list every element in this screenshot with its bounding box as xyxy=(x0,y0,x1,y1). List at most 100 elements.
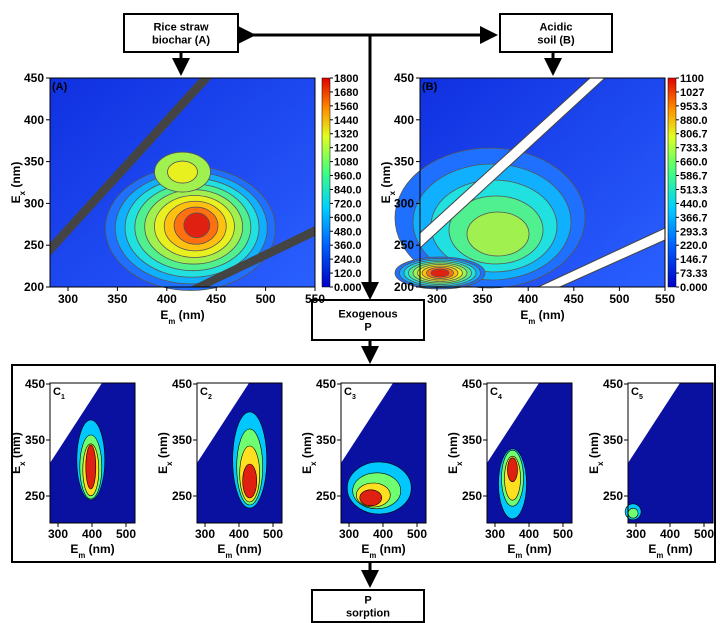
y-tick-label: 350 xyxy=(462,433,482,447)
y-tick-label: 250 xyxy=(394,238,414,252)
label-unit: (nm) xyxy=(85,542,114,556)
x-tick-label: 500 xyxy=(116,527,136,541)
axis-label: Em (nm) xyxy=(507,542,551,560)
box-text: biochar (A) xyxy=(152,35,210,47)
y-tick-label: 350 xyxy=(24,155,44,169)
axis-label: Ex (nm) xyxy=(446,432,464,474)
x-tick-label: 450 xyxy=(206,292,226,306)
y-tick-label: 350 xyxy=(603,433,623,447)
y-tick-label: 300 xyxy=(394,196,414,210)
contour xyxy=(86,445,96,489)
box-text: P xyxy=(364,595,371,607)
colorbar-label: 953.3 xyxy=(680,101,708,113)
y-tick-label: 300 xyxy=(24,196,44,210)
colorbar-label: 1560 xyxy=(334,101,358,113)
colorbar-label: 480.0 xyxy=(334,226,362,238)
axis-label: Ex (nm) xyxy=(300,432,318,474)
x-tick-label: 500 xyxy=(694,527,714,541)
x-tick-label: 400 xyxy=(229,527,249,541)
colorbar-label: 1100 xyxy=(680,73,704,85)
axis-label: Em (nm) xyxy=(160,308,204,326)
colorbar-label: 293.3 xyxy=(680,226,708,238)
y-tick-label: 450 xyxy=(394,71,414,85)
colorbar-label: 960.0 xyxy=(334,171,362,183)
colorbar-label: 1080 xyxy=(334,157,358,169)
label-sub: m xyxy=(528,317,535,326)
label-main: E xyxy=(70,542,78,556)
y-tick-label: 250 xyxy=(24,238,44,252)
label-unit: (nm) xyxy=(9,162,23,191)
contour xyxy=(184,213,210,238)
label-unit: (nm) xyxy=(663,542,692,556)
x-tick-label: 500 xyxy=(407,527,427,541)
contour xyxy=(628,508,638,518)
contour xyxy=(243,464,257,498)
colorbar-label: 1680 xyxy=(334,87,358,99)
axis-label: Em (nm) xyxy=(70,542,114,560)
label-sub: m xyxy=(515,551,522,560)
x-tick-label: 500 xyxy=(553,527,573,541)
axis-label: Em (nm) xyxy=(217,542,261,560)
label-unit: (nm) xyxy=(376,542,405,556)
colorbar-label: 366.7 xyxy=(680,212,708,224)
colorbar-label: 600.0 xyxy=(334,212,362,224)
y-tick-label: 450 xyxy=(316,377,336,391)
label-unit: (nm) xyxy=(300,432,314,461)
x-tick-label: 500 xyxy=(256,292,276,306)
label-sub: 3 xyxy=(352,394,356,401)
label-unit: (nm) xyxy=(175,308,204,322)
colorbar-label: 0.000 xyxy=(680,282,708,294)
colorbar-label: 0.000 xyxy=(334,282,362,294)
x-tick-label: 300 xyxy=(427,292,447,306)
box-text: soil (B) xyxy=(537,35,575,47)
y-tick-label: 250 xyxy=(172,489,192,503)
label-unit: (nm) xyxy=(379,162,393,191)
figure: Rice strawbiochar (A)Acidicsoil (B)Exoge… xyxy=(0,0,720,623)
label-main: E xyxy=(300,466,314,474)
colorbar-label: 360.0 xyxy=(334,240,362,252)
label-sub: m xyxy=(168,317,175,326)
label-main: E xyxy=(507,542,515,556)
y-tick-label: 400 xyxy=(24,113,44,127)
colorbar-label: 733.3 xyxy=(680,143,708,155)
label-main: C xyxy=(631,386,639,398)
label-main: E xyxy=(9,195,23,203)
component-plot xyxy=(197,383,282,523)
label-main: E xyxy=(379,195,393,203)
contour xyxy=(431,269,449,277)
eem-plot xyxy=(395,78,665,289)
label-main: E xyxy=(160,308,168,322)
box-text: Rice straw xyxy=(153,22,208,34)
y-tick-label: 400 xyxy=(394,113,414,127)
label-main: C xyxy=(344,386,352,398)
y-tick-label: 450 xyxy=(25,377,45,391)
box-text: Exogenous xyxy=(338,309,397,321)
x-tick-label: 400 xyxy=(82,527,102,541)
y-tick-label: 250 xyxy=(25,489,45,503)
axis-label: Em (nm) xyxy=(648,542,692,560)
x-tick-label: 350 xyxy=(107,292,127,306)
label-main: E xyxy=(217,542,225,556)
contour xyxy=(360,490,382,506)
colorbar-label: 1800 xyxy=(334,73,358,85)
contour xyxy=(467,212,529,256)
label-sub: 4 xyxy=(498,394,502,401)
component-plot xyxy=(625,383,713,523)
label-main: E xyxy=(156,466,170,474)
label-main: E xyxy=(446,466,460,474)
x-tick-label: 400 xyxy=(373,527,393,541)
colorbar-label: 513.3 xyxy=(680,184,708,196)
y-tick-label: 450 xyxy=(462,377,482,391)
component-plot xyxy=(487,383,572,523)
x-tick-label: 400 xyxy=(660,527,680,541)
colorbar-label: 73.33 xyxy=(680,268,708,280)
y-tick-label: 200 xyxy=(24,280,44,294)
colorbar-label: 220.0 xyxy=(680,240,708,252)
x-tick-label: 400 xyxy=(519,527,539,541)
colorbar-label: 440.0 xyxy=(680,198,708,210)
label-main: C xyxy=(490,386,498,398)
label-main: E xyxy=(520,308,528,322)
axis-label: Ex (nm) xyxy=(156,432,174,474)
label-main: E xyxy=(361,542,369,556)
colorbar-label: 1027 xyxy=(680,87,704,99)
